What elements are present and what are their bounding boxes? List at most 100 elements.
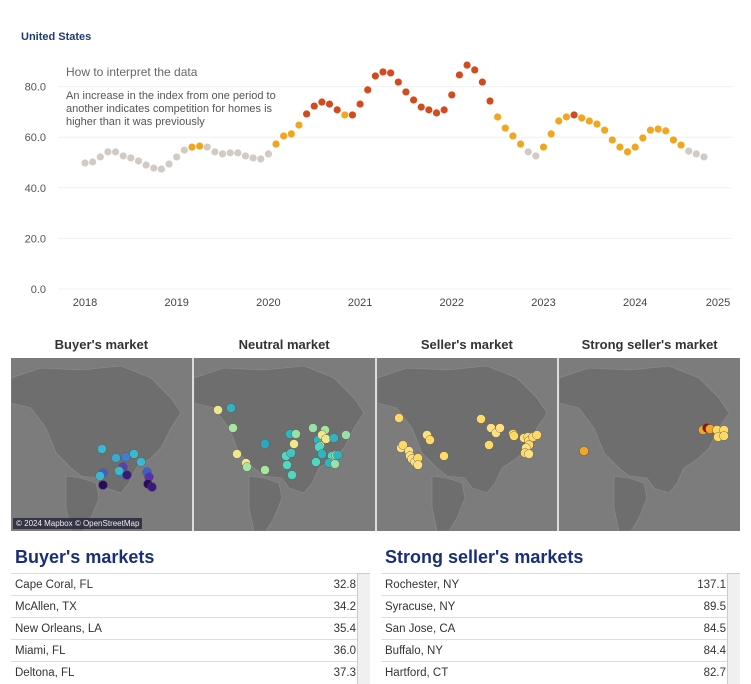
data-point[interactable]	[486, 97, 494, 105]
metro-marker[interactable]	[308, 423, 318, 433]
data-point[interactable]	[150, 164, 158, 172]
data-point[interactable]	[310, 102, 318, 110]
data-point[interactable]	[440, 106, 448, 114]
data-point[interactable]	[578, 114, 586, 122]
metro-marker[interactable]	[438, 451, 449, 461]
metro-marker[interactable]	[242, 462, 252, 472]
data-point[interactable]	[432, 109, 441, 117]
data-point[interactable]	[631, 143, 639, 151]
data-point[interactable]	[111, 148, 120, 156]
metro-marker[interactable]	[321, 434, 331, 444]
metro-marker[interactable]	[147, 482, 157, 492]
data-point[interactable]	[249, 154, 257, 162]
metro-marker[interactable]	[129, 449, 139, 459]
data-point[interactable]	[89, 158, 97, 166]
data-point[interactable]	[448, 91, 456, 99]
data-point[interactable]	[218, 150, 227, 158]
data-point[interactable]	[402, 88, 410, 96]
map-sellers[interactable]	[376, 358, 560, 531]
data-point[interactable]	[585, 117, 593, 125]
data-point[interactable]	[509, 132, 517, 140]
metro-marker[interactable]	[228, 423, 238, 433]
data-point[interactable]	[677, 141, 685, 149]
list-item[interactable]: Miami, FL 36.0	[11, 639, 368, 661]
data-point[interactable]	[81, 159, 89, 167]
data-point[interactable]	[593, 120, 601, 128]
metro-marker[interactable]	[531, 430, 542, 440]
data-point[interactable]	[134, 157, 143, 165]
metro-marker[interactable]	[494, 423, 505, 433]
data-point[interactable]	[142, 161, 150, 169]
buyers-list[interactable]: Cape Coral, FL 32.8 McAllen, TX 34.2 New O…	[11, 573, 368, 683]
data-point[interactable]	[371, 72, 379, 80]
data-point[interactable]	[570, 111, 578, 119]
metro-marker[interactable]	[232, 449, 242, 459]
data-point[interactable]	[196, 142, 204, 150]
data-point[interactable]	[547, 130, 555, 138]
metro-marker[interactable]	[136, 457, 146, 467]
metro-marker[interactable]	[114, 466, 124, 476]
data-point[interactable]	[394, 78, 402, 86]
metro-marker[interactable]	[260, 439, 270, 449]
map-neutral[interactable]	[193, 358, 377, 531]
data-point[interactable]	[379, 68, 387, 76]
metro-marker[interactable]	[226, 403, 236, 413]
data-point[interactable]	[280, 132, 288, 140]
data-point[interactable]	[188, 143, 196, 151]
list-item[interactable]: Rochester, NY 137.1	[381, 573, 738, 595]
metro-marker[interactable]	[97, 444, 107, 454]
metro-marker[interactable]	[475, 414, 486, 424]
data-point[interactable]	[539, 143, 548, 151]
data-point[interactable]	[662, 127, 670, 135]
data-point[interactable]	[685, 147, 693, 155]
data-point[interactable]	[562, 113, 571, 121]
metro-marker[interactable]	[333, 450, 343, 460]
data-point[interactable]	[478, 78, 486, 86]
data-point[interactable]	[173, 153, 181, 161]
metro-marker[interactable]	[111, 453, 121, 463]
data-point[interactable]	[417, 103, 425, 111]
data-point[interactable]	[241, 152, 250, 160]
data-point[interactable]	[264, 150, 272, 158]
data-point[interactable]	[165, 160, 173, 168]
metro-marker[interactable]	[523, 449, 534, 459]
data-point[interactable]	[257, 155, 265, 163]
data-point[interactable]	[646, 126, 655, 134]
data-point[interactable]	[119, 152, 127, 160]
metro-marker[interactable]	[282, 460, 292, 470]
metro-marker[interactable]	[95, 471, 105, 481]
metro-marker[interactable]	[286, 448, 296, 458]
data-point[interactable]	[700, 153, 708, 161]
data-point[interactable]	[127, 154, 135, 162]
data-point[interactable]	[425, 106, 433, 114]
data-point[interactable]	[387, 69, 395, 77]
data-point[interactable]	[364, 86, 372, 94]
data-point[interactable]	[654, 125, 662, 133]
data-point[interactable]	[616, 143, 624, 151]
map-strong-sellers[interactable]	[559, 358, 740, 531]
metro-marker[interactable]	[424, 435, 435, 445]
data-point[interactable]	[601, 126, 609, 134]
data-point[interactable]	[669, 136, 678, 144]
metro-marker[interactable]	[341, 430, 351, 440]
sellers-scrollbar[interactable]	[727, 573, 740, 684]
metro-marker[interactable]	[719, 431, 729, 441]
data-point[interactable]	[623, 148, 632, 156]
metro-marker[interactable]	[287, 470, 297, 480]
metro-marker[interactable]	[98, 480, 108, 490]
data-point[interactable]	[157, 165, 166, 173]
data-point[interactable]	[608, 136, 616, 144]
data-point[interactable]	[463, 61, 471, 69]
data-point[interactable]	[325, 100, 334, 108]
metro-marker[interactable]	[122, 470, 132, 480]
data-point[interactable]	[532, 152, 540, 160]
data-point[interactable]	[471, 66, 479, 74]
metro-marker[interactable]	[579, 446, 589, 456]
metro-marker[interactable]	[508, 431, 519, 441]
metro-marker[interactable]	[317, 449, 327, 459]
sellers-list[interactable]: Rochester, NY 137.1 Syracuse, NY 89.5 San …	[381, 573, 738, 683]
metro-marker[interactable]	[412, 460, 423, 470]
metro-marker[interactable]	[330, 459, 340, 469]
list-item[interactable]: Syracuse, NY 89.5	[381, 595, 738, 617]
data-point[interactable]	[226, 149, 234, 157]
